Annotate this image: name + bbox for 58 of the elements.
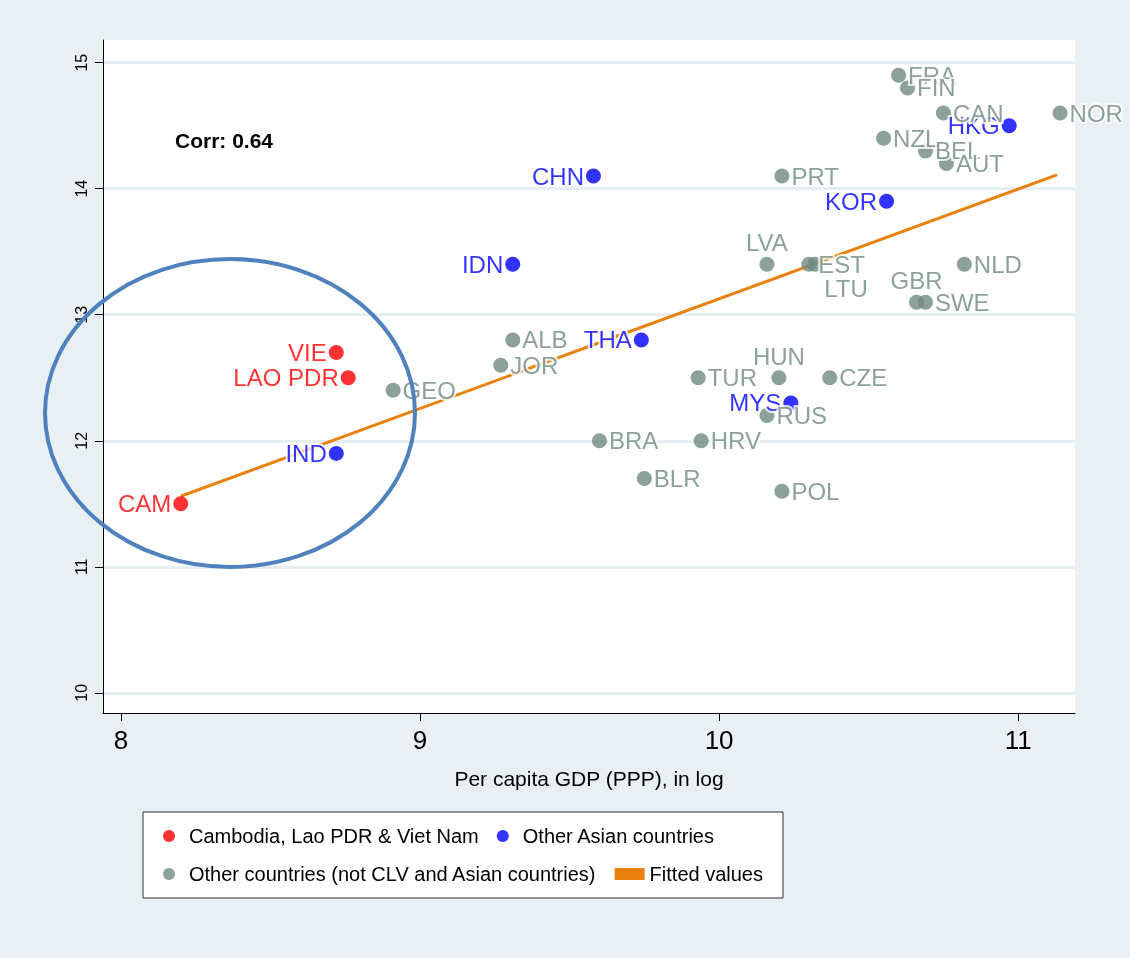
data-label: PRT — [791, 162, 840, 190]
data-label: HRV — [710, 427, 761, 455]
x-tick-label: 8 — [113, 725, 129, 755]
legend-label: Other countries (not CLV and Asian countries) — [189, 863, 596, 885]
data-label: CAM — [117, 490, 172, 518]
point — [879, 193, 895, 209]
point — [759, 256, 775, 272]
data-label: CZE — [839, 364, 888, 392]
data-label: LAO PDR — [233, 364, 339, 392]
y-tick-label: 11 — [72, 558, 90, 576]
data-label: BLR — [653, 465, 701, 493]
point — [822, 370, 838, 386]
point — [385, 382, 401, 398]
legend-label: Fitted values — [649, 863, 763, 885]
legend-label: Cambodia, Lao PDR & Viet Nam — [189, 825, 479, 847]
point — [328, 445, 344, 461]
y-tick-label: 10 — [72, 683, 90, 702]
data-label: ALB — [522, 326, 568, 354]
point — [636, 471, 652, 487]
data-label: NLD — [973, 250, 1022, 278]
point — [493, 357, 509, 373]
legend-label: Other Asian countries — [522, 825, 714, 847]
point — [1001, 118, 1017, 134]
x-tick-label: 9 — [412, 725, 428, 755]
point — [586, 168, 601, 184]
data-label: KOR — [825, 187, 878, 215]
point — [771, 370, 787, 386]
point — [956, 256, 972, 272]
y-tick-label: 15 — [72, 53, 90, 72]
point — [891, 67, 907, 83]
data-label: CHN — [531, 162, 584, 190]
data-label: BRA — [608, 427, 659, 455]
annotation: Corr: 0.64 — [175, 129, 274, 152]
point — [693, 433, 709, 449]
point — [690, 370, 706, 386]
data-label: POL — [791, 477, 840, 505]
x-tick-label: 10 — [704, 725, 734, 755]
data-label: LVA — [746, 229, 788, 257]
data-label: VIE — [288, 339, 327, 367]
point — [505, 256, 521, 272]
point — [633, 332, 649, 348]
point — [505, 332, 521, 348]
point — [1052, 105, 1068, 121]
data-label: IDN — [461, 250, 504, 278]
point — [917, 294, 933, 310]
point — [774, 168, 790, 184]
data-label: NOR — [1069, 99, 1123, 127]
point — [340, 370, 356, 386]
point — [173, 496, 189, 512]
x-axis-title: Per capita GDP (PPP), in log — [454, 767, 724, 790]
point — [876, 130, 892, 146]
point — [935, 105, 951, 121]
y-tick-label: 14 — [72, 179, 90, 198]
point — [328, 345, 344, 361]
x-tick-label: 11 — [1004, 725, 1032, 755]
y-tick-label: 12 — [72, 431, 90, 450]
point — [591, 433, 607, 449]
point — [774, 483, 790, 499]
